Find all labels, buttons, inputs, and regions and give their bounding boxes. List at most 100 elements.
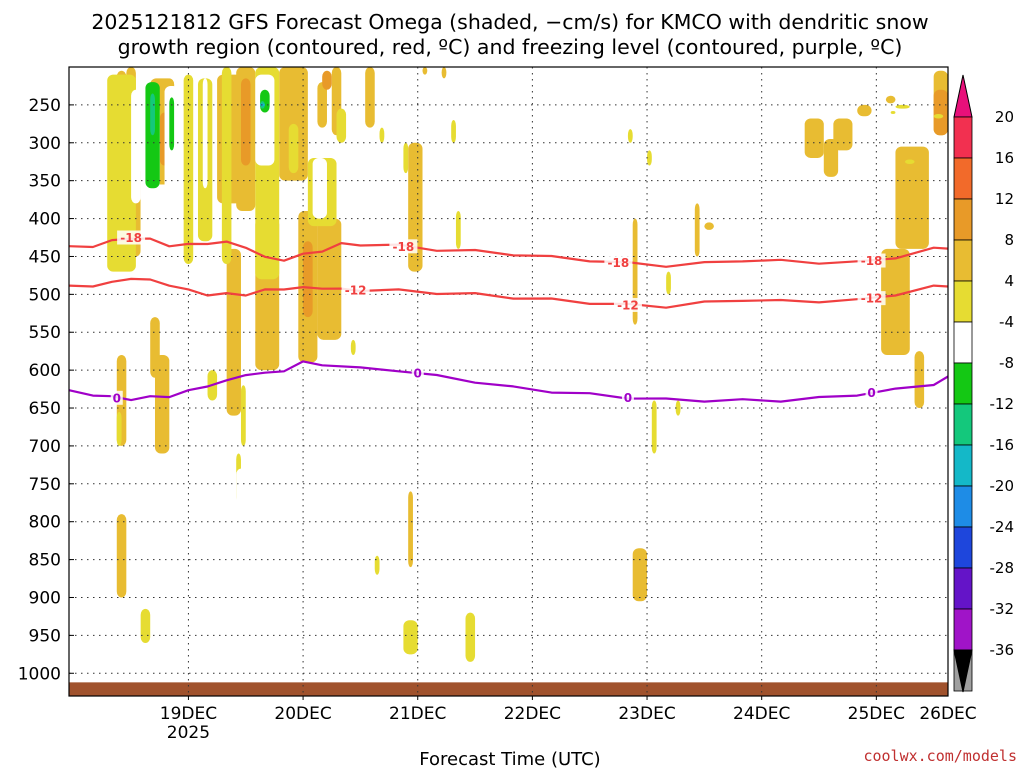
omega-region [441,67,447,79]
contour-label-bg [411,366,424,381]
colorbar-bottom-arrow [953,649,973,693]
y-tick-label: 500 [29,285,61,305]
omega-region [317,218,342,340]
colorbar-band [953,403,973,446]
y-tick-label: 800 [29,513,61,533]
contour-label: -12 [345,283,367,297]
omega-region [403,620,418,655]
omega-region [226,248,241,416]
colorbar-tick-label: -28 [990,559,1015,577]
colorbar-tick-label: -20 [990,477,1015,495]
colorbar-top-arrow [953,74,973,118]
colorbar-legend: 20 16 12 8 4 -4 -8 -12 -16 -20 -24 -28 -32 -36 [953,74,1015,693]
omega-region [632,548,648,602]
omega-region [694,203,700,257]
omega-region [403,142,409,174]
temperature-contours: -18 -18 -18 -18 -12 -12 -12 0 0 0 0 [68,230,949,405]
contour-line [68,277,949,309]
omega-region [279,67,308,181]
omega-region [451,120,456,143]
y-tick-label: 750 [29,475,61,495]
omega-region [933,89,948,136]
colorbar-band [953,198,973,241]
y-tick-label: 700 [29,437,61,457]
omega-region [881,248,910,355]
y-tick-label: 450 [29,247,61,267]
colorbar-tick-label: -36 [990,641,1015,659]
omega-region [260,89,270,113]
contour-label: -18 [393,240,415,254]
ground-layer [69,682,948,696]
plot-frame [68,66,949,697]
contour-label-bg [604,255,633,270]
omega-region [150,93,155,136]
omega-region [236,468,246,522]
x-tick-label: 26DEC [919,704,976,724]
colorbar-band [953,116,973,159]
colorbar-tick-label: -4 [999,313,1014,331]
contour-label-bg [865,385,878,400]
y-tick-label: 600 [29,361,61,381]
contour-label: -12 [617,298,639,312]
omega-region [408,491,413,568]
chart-title-line1: 2025121812 GFS Forecast Omega (shaded, −… [91,10,928,34]
omega-region [933,113,944,119]
colorbar-band [953,280,973,323]
omega-region [164,85,179,280]
omega-region [675,400,681,416]
omega-region [804,118,824,158]
colorbar-band [953,444,973,487]
colorbar-tick-label: -32 [990,600,1015,618]
x-tick-label: 22DEC [504,704,561,724]
x-tick-label: 23DEC [618,704,675,724]
contour-label-bg [389,239,418,254]
source-credit[interactable]: coolwx.com/models [863,747,1017,765]
omega-region [833,118,853,151]
colorbar-band [953,485,973,528]
omega-region [303,241,313,318]
colorbar-tick-label: 4 [1004,272,1014,290]
omega-region [455,210,461,249]
plot-area: -18 -18 -18 -18 -12 -12 -12 0 0 0 0 [68,66,949,697]
omega-region [312,157,327,219]
colorbar-band [953,239,973,282]
contour-label-bg [110,390,123,405]
omega-region [895,104,910,109]
contour-label: -12 [861,292,883,306]
y-tick-label: 350 [29,172,61,192]
x-tick-label: 24DEC [733,704,790,724]
colorbar-band [953,526,973,569]
omega-region [107,74,136,272]
contour-label-bg [621,390,634,405]
omega-region [823,138,839,177]
y-tick-label: 550 [29,323,61,343]
x-tick-label: 19DEC [160,704,217,724]
x-tick-year: 2025 [167,723,210,743]
contour-line [68,237,949,268]
colorbar-tick-label: 8 [1004,231,1014,249]
omega-region [857,104,872,117]
y-tick-label: 650 [29,399,61,419]
contour-label: 0 [624,391,632,405]
omega-region [905,159,915,165]
omega-region [154,354,170,454]
y-tick-label: 900 [29,588,61,608]
omega-region [288,123,299,174]
y-axis: 250 300 350 400 450 500 550 600 650 700 750 800 850 9… [18,96,74,684]
omega-region [379,127,385,143]
omega-region [240,385,246,446]
contour-line [68,360,949,403]
y-tick-label: 250 [29,96,61,116]
omega-region [255,74,275,166]
omega-region [422,67,428,75]
x-tick-label: 25DEC [848,704,905,724]
colorbar-tick-label: 20 [995,108,1014,126]
contour-label: 0 [867,386,875,400]
colorbar-band [953,567,973,610]
y-tick-label: 400 [29,210,61,230]
x-tick-label: 20DEC [274,704,331,724]
x-tick-label: 21DEC [389,704,446,724]
omega-region [131,89,141,204]
